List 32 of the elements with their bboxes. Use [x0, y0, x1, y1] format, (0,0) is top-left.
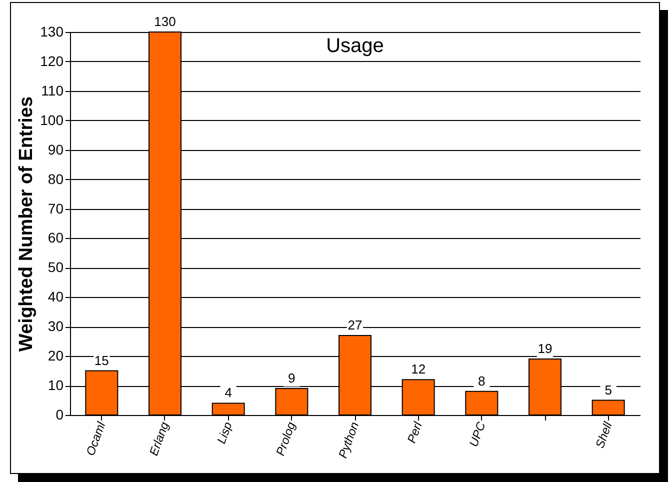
y-tick-label: 50: [48, 259, 64, 276]
data-label: 5: [604, 382, 612, 398]
y-tick-label: 130: [40, 24, 64, 40]
y-tick-label: 90: [48, 141, 64, 158]
chart-title: Usage: [326, 34, 384, 57]
data-label: 15: [94, 352, 109, 368]
y-tick-label: 60: [48, 230, 64, 246]
y-tick-label: 70: [48, 200, 64, 216]
y-tick-label: 40: [48, 288, 64, 305]
x-tick-label: Lisp: [214, 420, 236, 446]
y-tick-label: 100: [40, 112, 64, 128]
y-tick-label: 0: [56, 406, 64, 422]
data-label: 9: [288, 370, 296, 386]
x-tick-label: Python: [336, 420, 362, 460]
data-label: 19: [538, 341, 552, 356]
y-tick-label: 80: [48, 170, 64, 187]
y-tick-label: 30: [48, 318, 64, 334]
x-tick-label: Perl: [404, 420, 426, 445]
data-label: 4: [224, 385, 232, 400]
x-tick-label: Ocaml: [83, 420, 108, 458]
data-label: 12: [411, 362, 426, 377]
y-axis-title: Weighted Number of Entries: [16, 96, 38, 352]
x-tick-label: UPC: [466, 420, 488, 449]
y-tick-label: 110: [41, 82, 64, 98]
data-label: 8: [478, 373, 486, 388]
y-tick-label: 10: [48, 377, 64, 394]
data-label: 27: [348, 317, 362, 332]
x-tick-label: Prolog: [273, 420, 298, 458]
y-tick-label: 20: [48, 348, 64, 364]
data-label: 130: [154, 14, 176, 29]
x-tick-label: Shell: [592, 420, 616, 450]
y-tick-label: 120: [40, 52, 64, 69]
